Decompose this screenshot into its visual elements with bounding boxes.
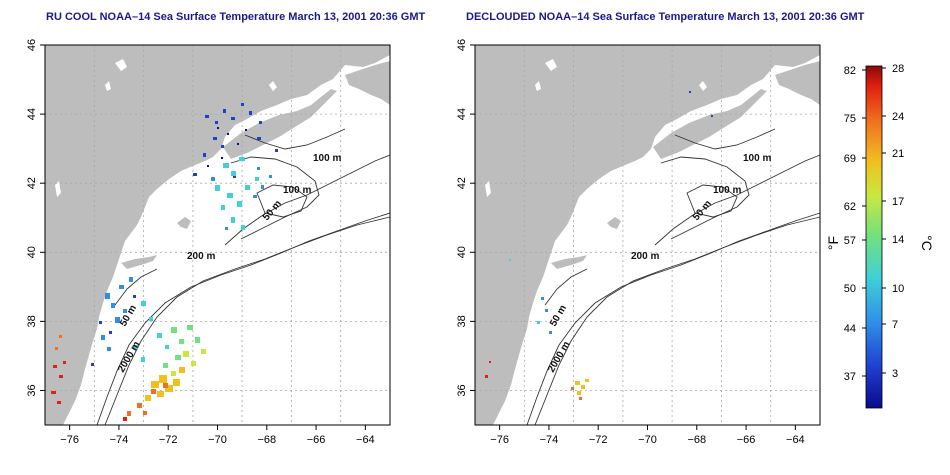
map-right: 100 m 100 m 50 m 200 m 50 m 2000 m −76 −7… [456,39,821,446]
y-tick-label: 36 [26,384,38,396]
x-tick-label: −74 [540,434,559,446]
contour-label: 100 m [743,153,771,164]
x-tick-label: −68 [687,434,706,446]
contour-label: 100 m [283,185,311,196]
x-tick-label: −72 [589,434,608,446]
colorbar: 82 75 69 62 57 50 44 37 28 24 21 17 14 10 7 3 °F °C [825,63,935,409]
y-tick-label: 46 [456,39,468,51]
f-tick-label: 75 [844,113,856,125]
f-tick-label: 69 [844,153,856,165]
c-tick-label: 21 [892,148,904,160]
x-tick-label: −64 [356,434,375,446]
y-tick-label: 40 [26,246,38,258]
sst-data-left [51,103,278,421]
y-tick-label: 40 [456,246,468,258]
c-tick-label: 17 [892,196,904,208]
x-tick-label: −66 [307,434,326,446]
c-tick-label: 28 [892,63,904,75]
x-tick-label: −68 [257,434,276,446]
x-tick-label: −64 [786,434,805,446]
x-tick-label: −70 [638,434,657,446]
c-tick-label: 14 [892,234,904,246]
y-tick-label: 44 [26,108,38,120]
f-tick-label: 57 [844,235,856,247]
y-tick-label: 42 [456,177,468,189]
panel-title-left: RU COOL NOAA–14 Sea Surface Temperature … [46,11,426,23]
y-tick-label: 42 [26,177,38,189]
axis-ticks-right: −76 −74 −72 −70 −68 −66 −64 36 38 40 42 44 46 [456,39,805,446]
y-tick-label: 38 [456,315,468,327]
f-tick-label: 44 [844,323,856,335]
axis-ticks-left: −76 −74 −72 −70 −68 −66 −64 36 38 40 42 44 46 [26,39,375,446]
y-tick-label: 38 [26,315,38,327]
contour-label: 100 m [713,185,741,196]
contour-label: 200 m [631,251,659,262]
y-tick-label: 44 [456,108,468,120]
c-tick-label: 10 [892,283,904,295]
y-tick-label: 46 [26,39,38,51]
f-tick-label: 62 [844,201,856,213]
y-tick-label: 36 [456,384,468,396]
sst-data-right [485,91,713,400]
colorbar-unit-f: °F [825,236,841,250]
panel-title-right: DECLOUDED NOAA–14 Sea Surface Temperatur… [466,11,865,23]
x-tick-label: −76 [60,434,79,446]
contour-label: 200 m [187,251,215,262]
colorbar-unit-c: °C [919,235,935,251]
c-tick-label: 7 [892,319,898,331]
c-tick-label: 3 [892,368,898,380]
f-tick-label: 37 [844,371,856,383]
map-left: 100 m 100 m 50 m 200 m 50 m 2000 m −76 −7… [26,39,391,446]
x-tick-label: −74 [110,434,129,446]
x-tick-label: −66 [737,434,756,446]
x-tick-label: −72 [159,434,178,446]
x-tick-label: −70 [208,434,227,446]
contour-label: 100 m [313,153,341,164]
x-tick-label: −76 [490,434,509,446]
f-tick-label: 50 [844,283,856,295]
c-tick-label: 24 [892,111,904,123]
f-tick-label: 82 [844,65,856,77]
